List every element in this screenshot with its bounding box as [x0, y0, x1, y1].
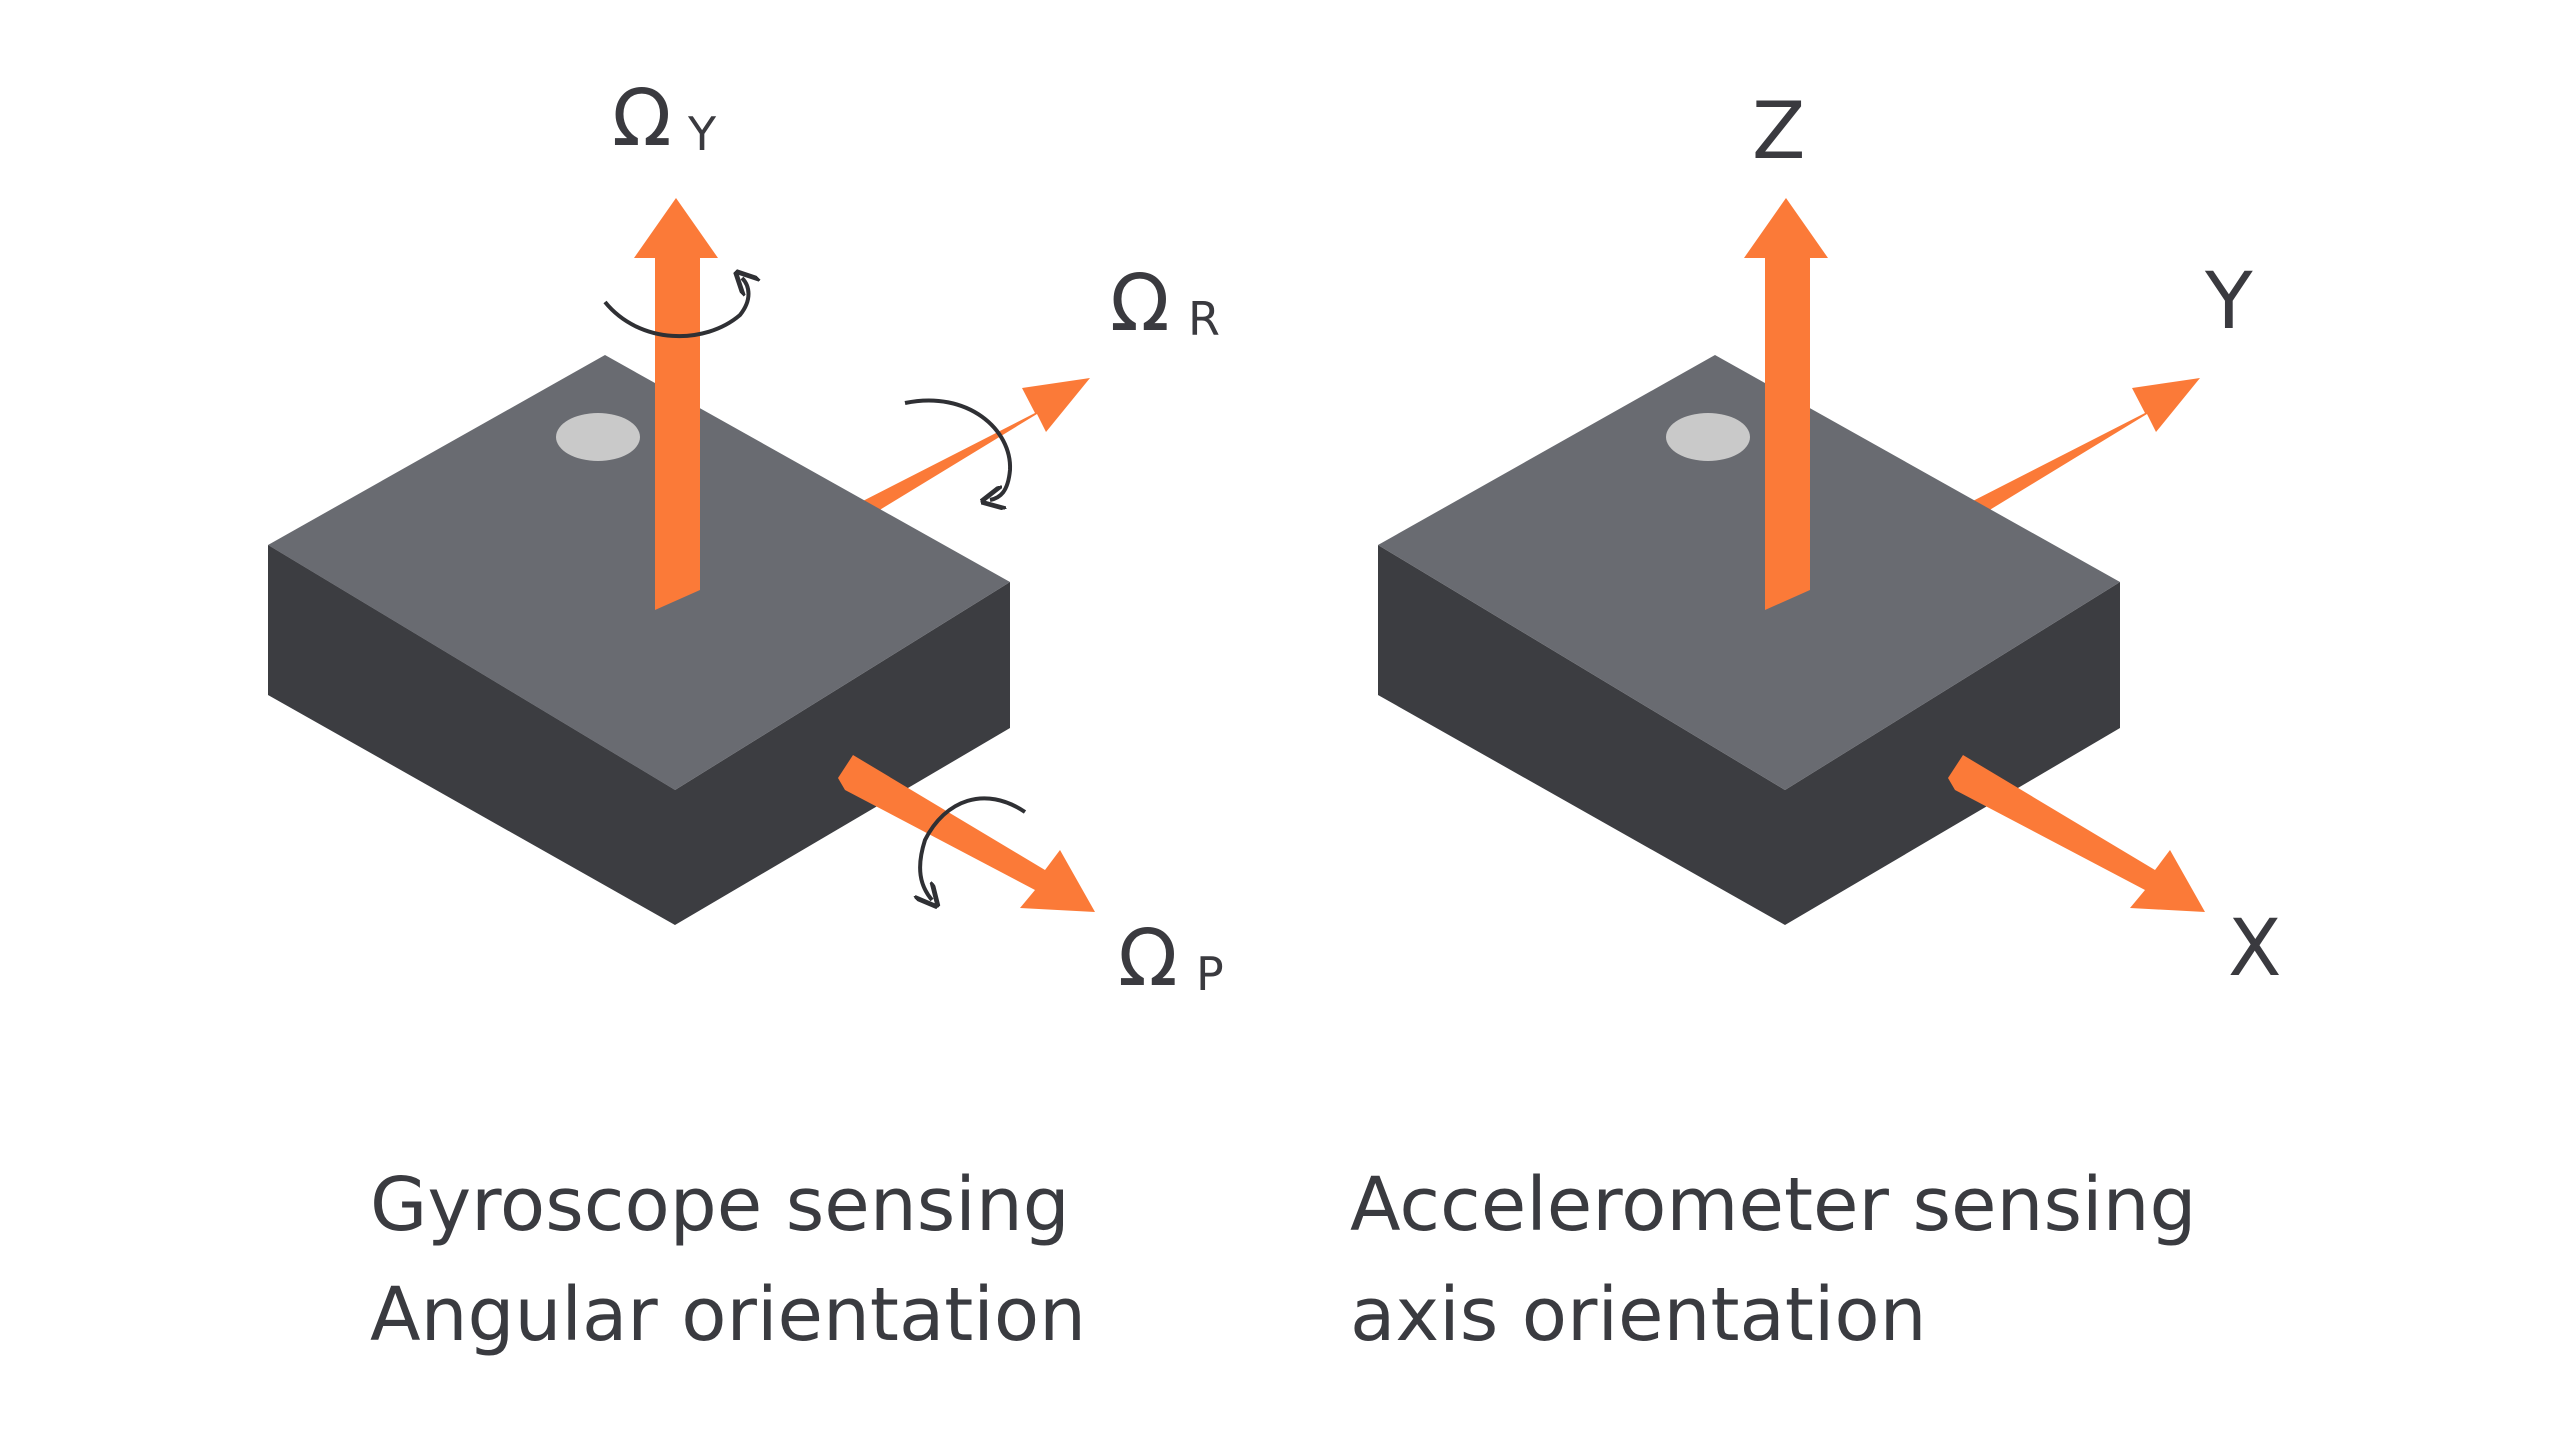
chip-pin1-marker — [556, 413, 640, 461]
roll-axis-arrow — [855, 378, 1090, 525]
accelerometer-diagram: Z Y X Accelerometer sensing axis orienta… — [1350, 87, 2281, 1358]
chip-body — [1378, 355, 2120, 925]
gyroscope-caption-line2: Angular orientation — [370, 1272, 1086, 1358]
yaw-rotation-icon — [603, 278, 749, 339]
accelerometer-caption-line2: axis orientation — [1350, 1272, 1927, 1358]
roll-omega-label: Ω — [1110, 259, 1170, 349]
pitch-rotation-icon — [920, 796, 1027, 900]
chip-right-face — [675, 582, 1010, 925]
yaw-omega-label: Ω — [612, 74, 672, 164]
x-axis-label: X — [2228, 904, 2281, 994]
chip-top-face — [1378, 355, 2120, 790]
z-axis-arrow — [1744, 198, 1828, 610]
x-axis-arrow — [1948, 755, 2205, 912]
chip-top-face — [268, 355, 1010, 790]
z-axis-label: Z — [1752, 87, 1805, 177]
pitch-subscript-label: P — [1196, 947, 1224, 1001]
gyroscope-diagram: Ω Y Ω R Ω P Gyroscope sensing Angular or… — [268, 74, 1224, 1358]
y-axis-label: Y — [2204, 257, 2253, 347]
chip-right-face — [1785, 582, 2120, 925]
chip-body — [268, 355, 1010, 925]
yaw-axis-arrow — [634, 198, 718, 610]
roll-rotation-icon — [904, 398, 1013, 500]
chip-left-face — [1378, 545, 1785, 925]
chip-pin1-marker — [1666, 413, 1750, 461]
chip-left-face — [268, 545, 675, 925]
gyroscope-caption-line1: Gyroscope sensing — [370, 1162, 1070, 1248]
pitch-axis-arrow — [838, 755, 1095, 912]
roll-subscript-label: R — [1188, 292, 1220, 346]
accelerometer-caption-line1: Accelerometer sensing — [1350, 1162, 2196, 1248]
yaw-subscript-label: Y — [687, 107, 717, 161]
pitch-omega-label: Ω — [1118, 914, 1178, 1004]
y-axis-arrow — [1965, 378, 2200, 525]
